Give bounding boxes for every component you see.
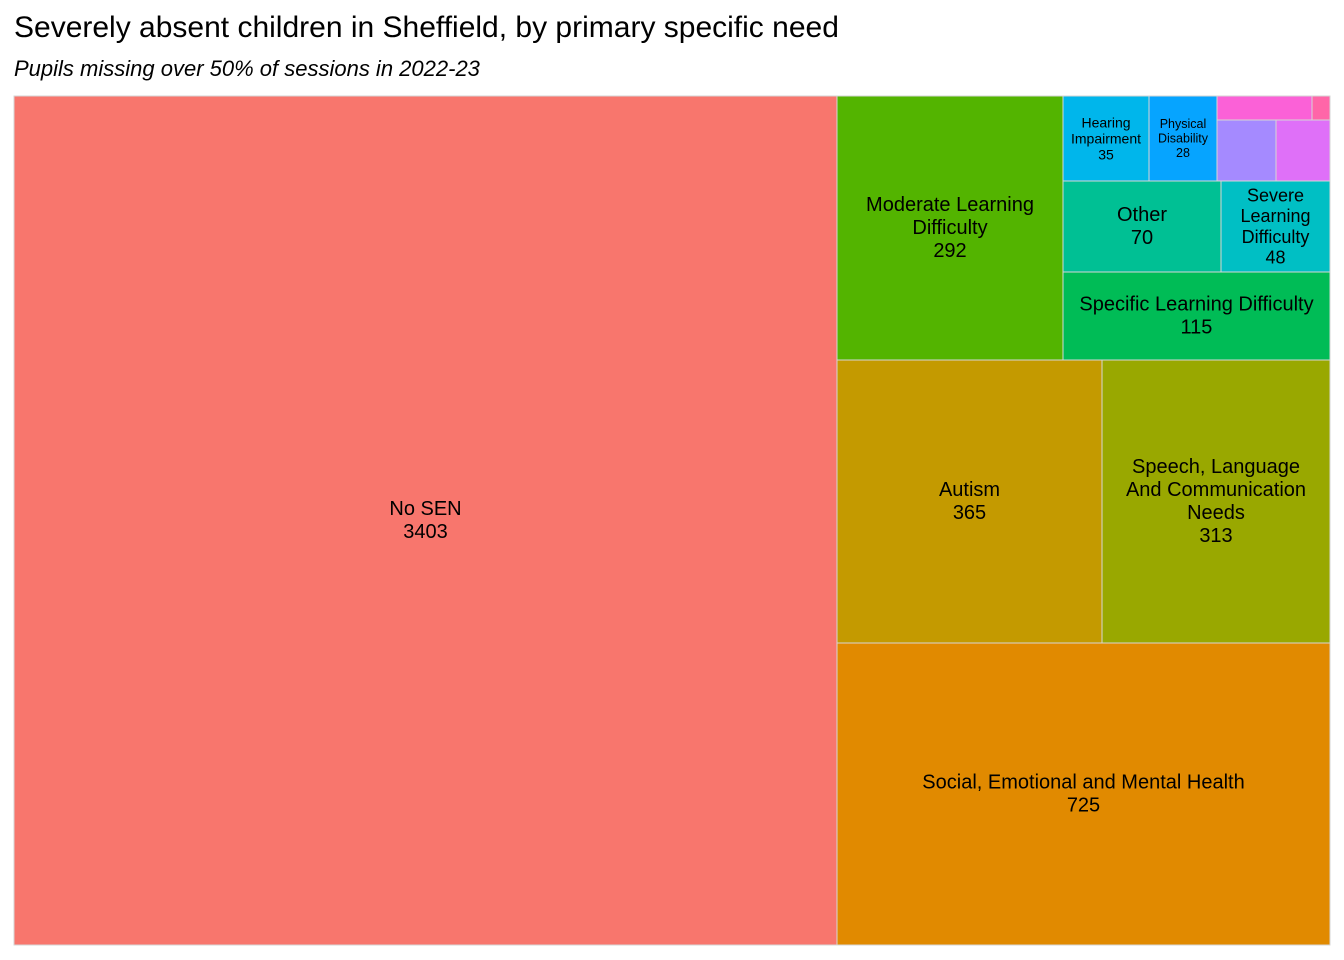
- treemap-tile: Specific Learning Difficulty 115: [1062, 271, 1331, 361]
- treemap-tile-rect: [1062, 271, 1331, 361]
- treemap-tile: No SEN 3403: [13, 95, 838, 946]
- tile-name: Other: [1117, 204, 1167, 226]
- treemap-tile-rect: [1216, 95, 1313, 121]
- treemap-tile: [1216, 95, 1313, 121]
- treemap-tile-rect: [836, 642, 1331, 946]
- chart-subtitle: Pupils missing over 50% of sessions in 2…: [14, 56, 480, 81]
- tile-value: 3403: [403, 521, 448, 543]
- tile-name: Hearing: [1081, 114, 1130, 130]
- treemap-tile: [1275, 119, 1331, 182]
- treemap-tile: Severe Learning Difficulty 48: [1220, 180, 1331, 273]
- treemap-tile-label: Specific Learning Difficulty 115: [1079, 294, 1313, 339]
- treemap-tile-label: Autism 365: [939, 479, 1000, 524]
- tile-name: Needs: [1187, 502, 1245, 524]
- treemap-tile-label: Moderate Learning Difficulty 292: [866, 194, 1034, 262]
- treemap-tile: Speech, Language And Communication Needs 31…: [1101, 359, 1331, 644]
- tile-value: 292: [933, 240, 966, 262]
- treemap-tile-rect: [1148, 95, 1218, 182]
- treemap-tile-label: Other 70: [1117, 204, 1167, 249]
- tile-name: Disability: [1158, 132, 1209, 146]
- tile-value: 35: [1098, 147, 1114, 163]
- chart-title: Severely absent children in Sheffield, b…: [14, 11, 839, 44]
- treemap-tile-rect: [1275, 119, 1331, 182]
- treemap-tile-rect: [836, 359, 1103, 644]
- treemap-tile-rect: [836, 95, 1064, 361]
- tile-name: Difficulty: [1242, 227, 1310, 247]
- tile-name: Speech, Language: [1132, 456, 1300, 478]
- tile-name: Specific Learning Difficulty: [1079, 294, 1313, 316]
- tile-value: 28: [1176, 146, 1190, 160]
- tile-name: Difficulty: [912, 217, 987, 239]
- treemap-tile-rect: [1062, 180, 1222, 273]
- treemap-tile-rect: [1062, 95, 1150, 182]
- tile-name: Physical: [1160, 117, 1207, 131]
- treemap-tile-rect: [1216, 119, 1277, 182]
- treemap-tile-label: Physical Disability 28: [1158, 117, 1209, 160]
- treemap-tile: [1216, 119, 1277, 182]
- treemap-tile: Moderate Learning Difficulty 292: [836, 95, 1064, 361]
- tile-name: Learning: [1240, 206, 1310, 226]
- tile-value: 70: [1131, 227, 1153, 249]
- tile-value: 48: [1265, 248, 1285, 268]
- treemap-tile-rect: [13, 95, 838, 946]
- treemap-tile: Hearing Impairment 35: [1062, 95, 1150, 182]
- treemap-tile: Autism 365: [836, 359, 1103, 644]
- tile-value: 365: [953, 502, 986, 524]
- treemap-tile: Social, Emotional and Mental Health 725: [836, 642, 1331, 946]
- tile-name: Severe: [1247, 185, 1304, 205]
- tile-value: 115: [1181, 317, 1213, 339]
- tile-name: Impairment: [1071, 131, 1141, 147]
- treemap-tile: [1311, 95, 1331, 121]
- tile-name: Social, Emotional and Mental Health: [922, 772, 1244, 794]
- tile-name: No SEN: [389, 498, 461, 520]
- treemap-tile-rect: [1311, 95, 1331, 121]
- treemap-tile-rect: [1220, 180, 1331, 273]
- tile-name: Autism: [939, 479, 1000, 501]
- treemap-tile: Other 70: [1062, 180, 1222, 273]
- treemap-tile: Physical Disability 28: [1148, 95, 1218, 182]
- treemap-tile-label: Social, Emotional and Mental Health 725: [922, 772, 1244, 817]
- tile-name: Moderate Learning: [866, 194, 1034, 216]
- treemap-tile-label: Severe Learning Difficulty 48: [1240, 185, 1310, 267]
- treemap-tile-label: No SEN 3403: [389, 498, 461, 543]
- treemap-tile-rect: [1101, 359, 1331, 644]
- tile-value: 313: [1199, 525, 1232, 547]
- tile-name: And Communication: [1126, 479, 1306, 501]
- treemap-tile-label: Hearing Impairment 35: [1071, 114, 1141, 162]
- tile-value: 725: [1067, 795, 1100, 817]
- treemap-tile-label: Speech, Language And Communication Needs 31…: [1126, 456, 1306, 547]
